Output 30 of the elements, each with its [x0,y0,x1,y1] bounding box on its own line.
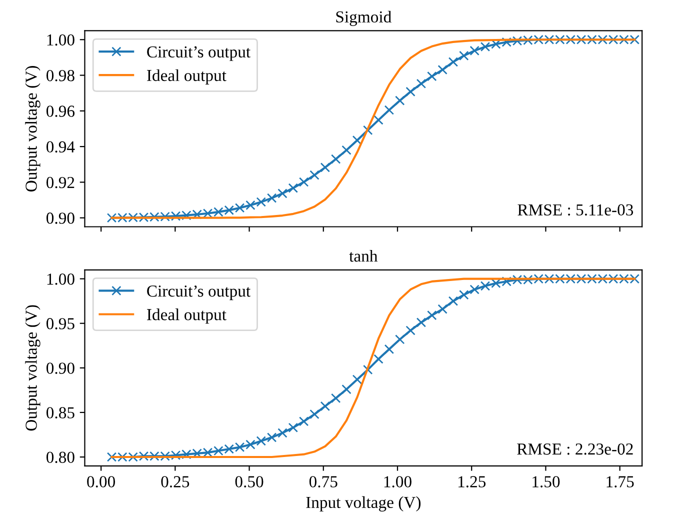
annotation: RMSE : 5.11e-03 [518,204,634,216]
y-tick-label: 0.92 [46,176,74,188]
y-tick-label: 1.00 [47,273,74,285]
y-tick-label: 0.94 [46,141,75,153]
y-tick-label: 0.96 [46,106,75,117]
legend-label: Circuit’s output [147,46,250,61]
legend-label: Circuit’s output [147,285,250,300]
y-tick-label: 0.98 [46,70,74,82]
y-tick-label: 1.00 [47,34,74,46]
annotation: RMSE : 2.23e-02 [517,443,633,455]
x-tick-label: 1.00 [384,476,412,488]
x-tick-label: 0.00 [87,476,115,488]
y-tick-label: 0.90 [46,362,74,374]
x-tick-label: 1.25 [458,476,486,488]
y-tick-label: 0.85 [46,407,74,418]
x-axis-title: Input voltage (V) [306,496,421,512]
y-tick-label: 0.90 [46,212,74,224]
y-axis-title: Output voltage (V) [25,66,40,192]
chart-title: tanh [349,250,378,262]
y-axis-title: Output voltage (V) [25,305,40,431]
y-tick-label: 0.95 [46,318,74,330]
legend-label: Ideal output [147,69,226,84]
x-tick-label: 1.75 [606,476,634,488]
x-tick-label: 0.50 [235,476,264,488]
x-tick-label: 0.75 [309,476,338,488]
chart-title: Sigmoid [336,10,392,26]
x-tick-label: 0.25 [161,476,190,488]
x-tick-label: 1.50 [532,476,560,488]
y-tick-label: 0.80 [46,452,74,464]
legend-label: Ideal output [147,308,226,324]
